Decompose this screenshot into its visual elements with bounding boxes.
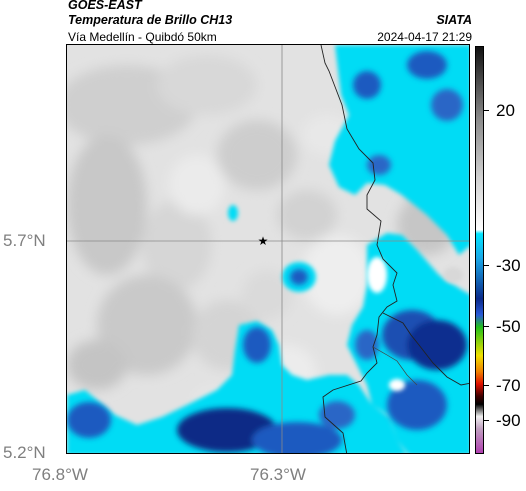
colorbar-label-m70: -70 [496,376,521,395]
channel-subtitle: Temperatura de Brillo CH13 [68,13,233,27]
colorbar-label-m50: -50 [496,317,521,336]
colorbar-label-20: 20 [496,101,515,120]
agency-label: SIATA [436,13,472,27]
temperature-colorbar [475,46,484,454]
lon-label-76-8: 76.8°W [32,465,88,484]
lon-label-76-3: 76.3°W [250,465,306,484]
colorbar-tick [484,385,489,386]
cloud-texture [67,55,469,425]
colorbar-label-m30: -30 [496,256,521,275]
lat-label-5-7: 5.7°N [3,231,46,250]
colorbar-tick [484,326,489,327]
border-line [320,45,398,453]
region-label: Vía Medellín - Quibdó 50km [68,30,217,44]
colorbar-tick [484,265,489,266]
satellite-map[interactable]: ★ [66,44,470,454]
cold-cloud-blue [67,51,467,453]
lat-label-5-2: 5.2°N [3,443,46,462]
river-line [382,312,469,386]
colorbar-tick [484,420,489,421]
river-line-2 [372,346,418,386]
colorbar-tick [484,110,489,111]
dry-pockets [367,257,463,391]
satellite-image: ★ [67,45,469,453]
timestamp-label: 2024-04-17 21:29 [377,30,472,44]
colorbar-label-m90: -90 [496,411,521,430]
location-star-icon[interactable]: ★ [258,234,269,248]
product-title: GOES-EAST [68,0,142,12]
